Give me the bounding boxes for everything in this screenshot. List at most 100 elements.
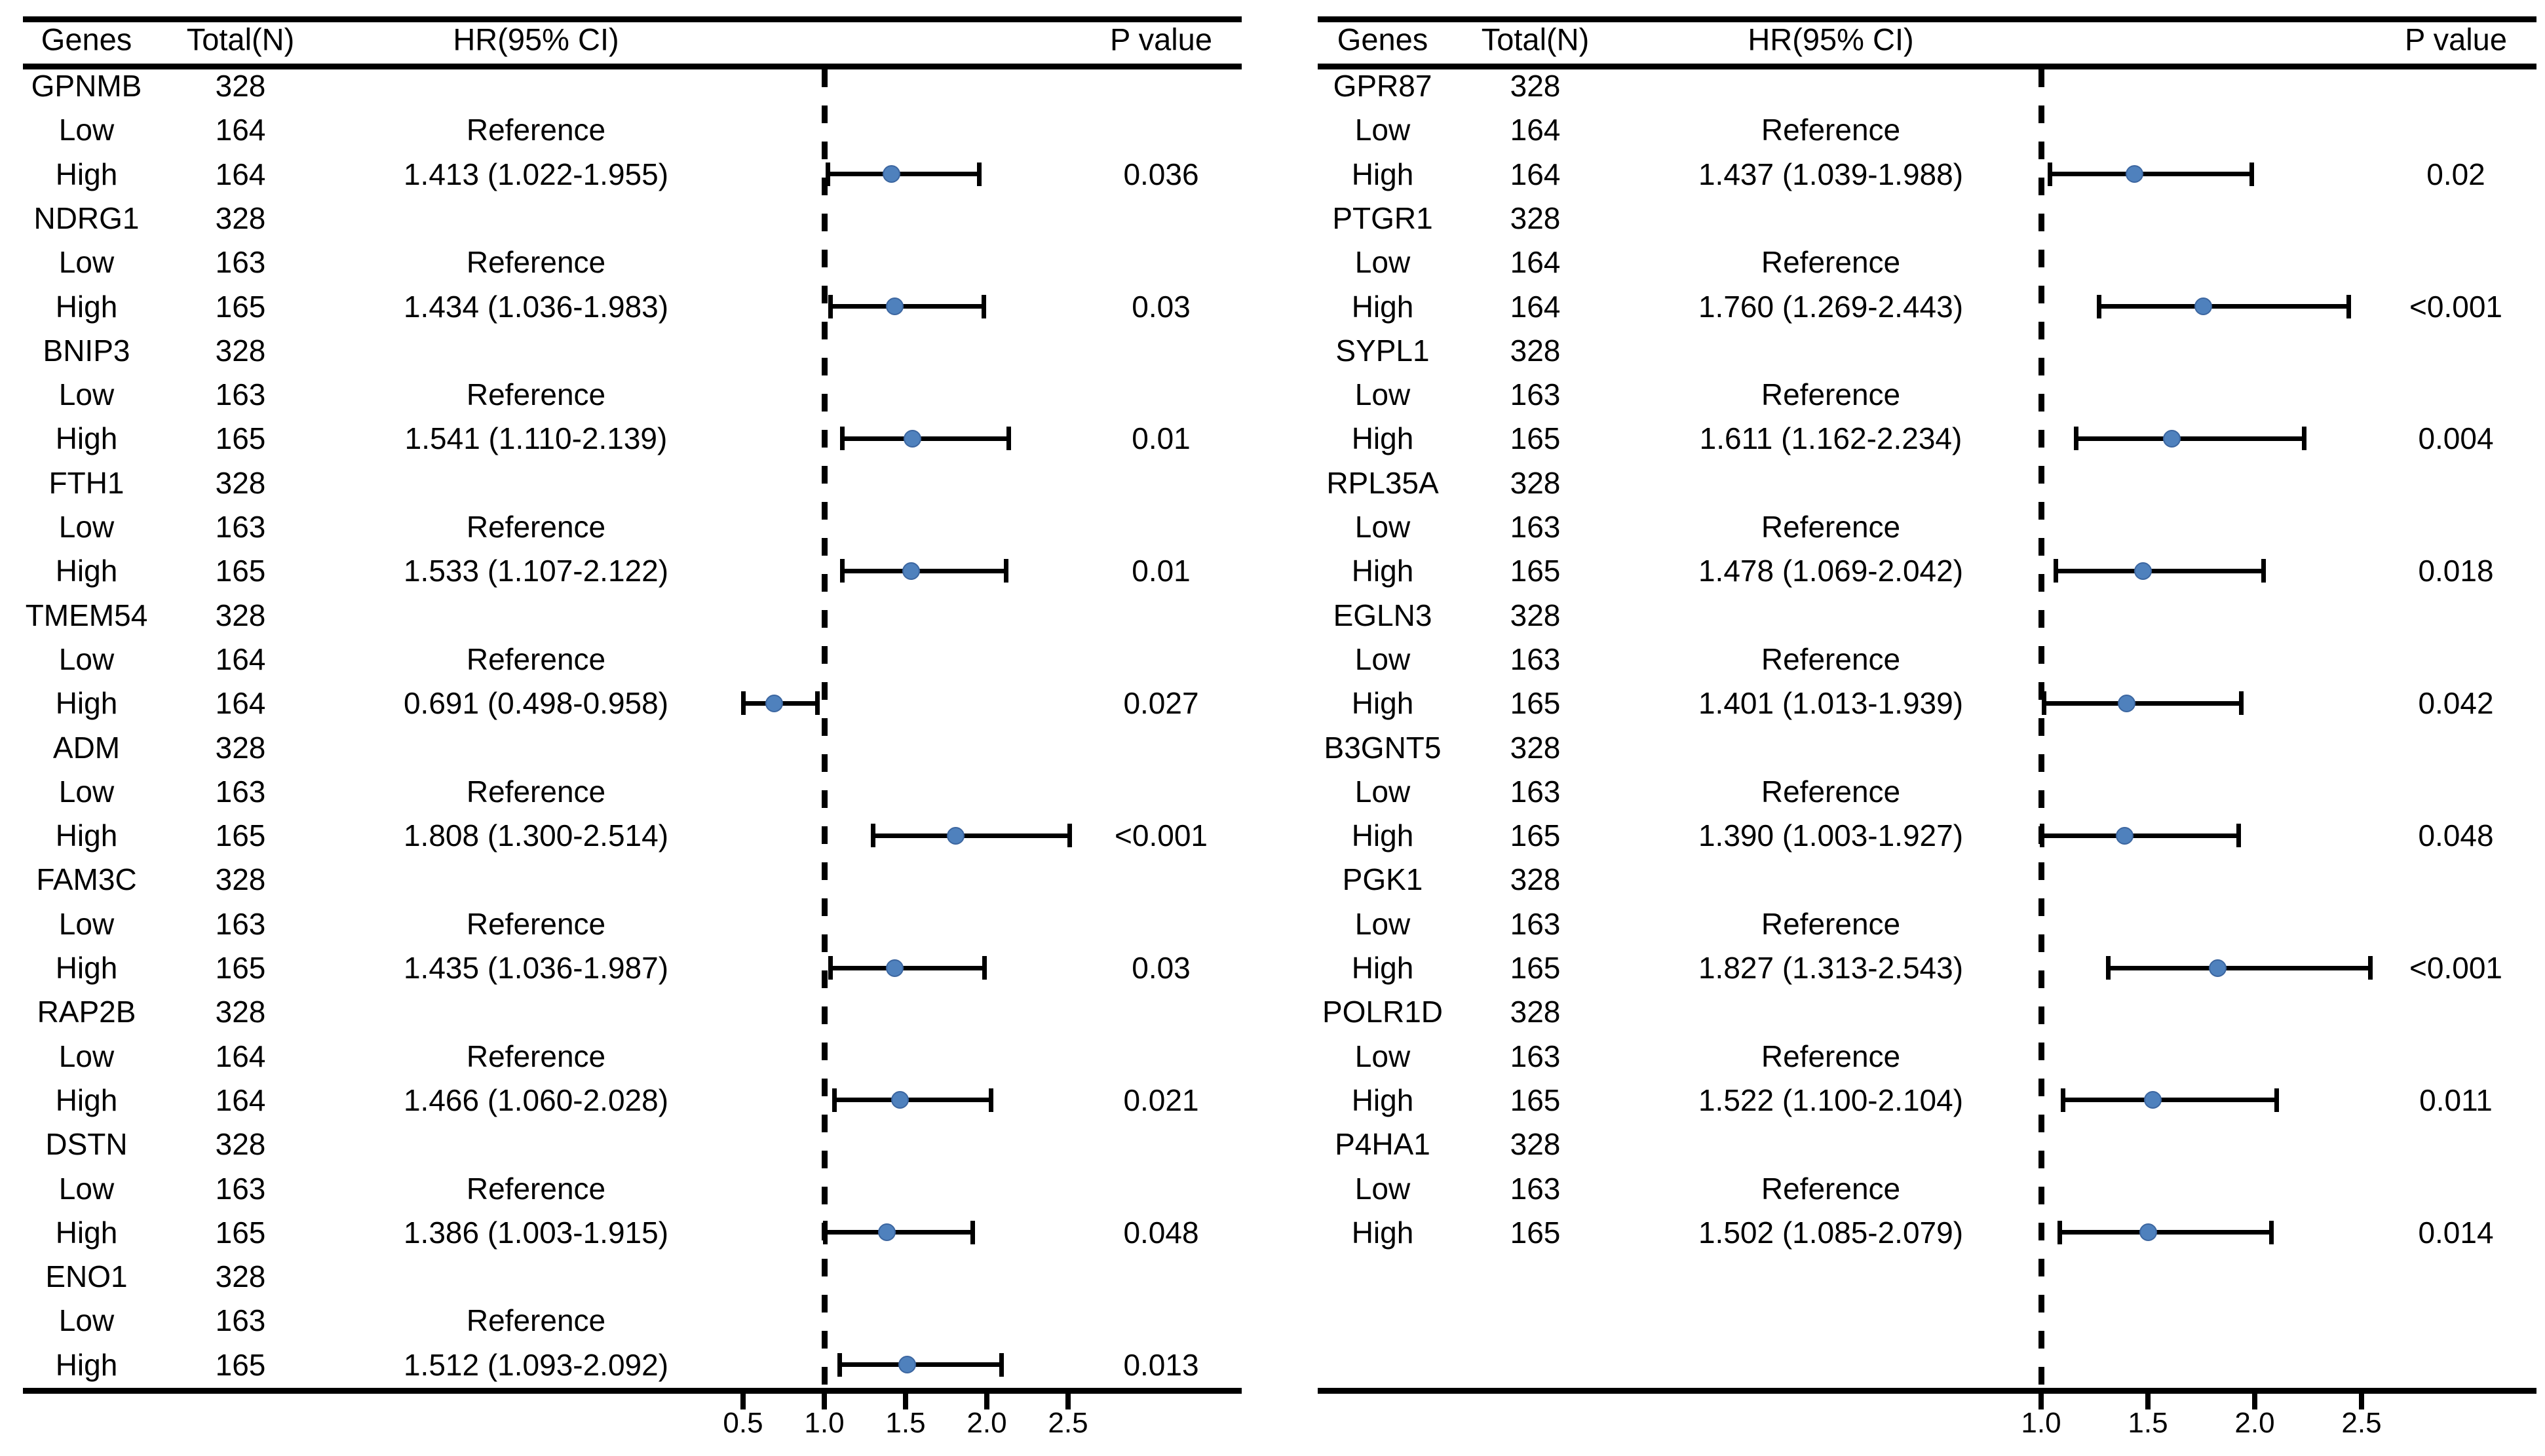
ci-cap-high — [2239, 691, 2244, 716]
gene-label: TMEM54 — [25, 598, 148, 632]
ci-cap-low — [837, 1352, 843, 1377]
gene-label: EGLN3 — [1333, 598, 1432, 632]
reference-line — [822, 69, 828, 1388]
p-value-label: 0.048 — [2418, 818, 2494, 853]
gene-label: Low — [58, 113, 115, 147]
gene-label: Low — [1354, 113, 1411, 147]
gene-label: High — [55, 1082, 118, 1117]
total-label: 164 — [215, 1039, 266, 1073]
hr-point-dot — [765, 694, 783, 712]
hr-ci-label: 1.611 (1.162-2.234) — [1699, 421, 1962, 456]
gene-label: Low — [1354, 510, 1411, 544]
hr-ci-label: Reference — [466, 113, 606, 147]
ci-cap-low — [828, 294, 833, 318]
total-label: 165 — [1510, 421, 1561, 456]
hr-ci-label: 0.691 (0.498-0.958) — [403, 686, 669, 721]
ci-error-bar — [2041, 833, 2240, 838]
total-label: 164 — [215, 157, 266, 191]
hr-point-dot — [2115, 826, 2134, 845]
total-label: 328 — [1510, 730, 1561, 765]
axis-tick-label: 1.0 — [804, 1407, 845, 1439]
axis-tick — [1065, 1394, 1071, 1409]
p-value-label: 0.02 — [2426, 157, 2485, 191]
axis-tick-label: 1.5 — [885, 1407, 926, 1439]
axis-tick — [2252, 1394, 2257, 1409]
hr-ci-label: 1.512 (1.093-2.092) — [403, 1347, 669, 1382]
ci-cap-high — [2268, 1220, 2274, 1244]
total-label: 163 — [1510, 774, 1561, 809]
total-label: 328 — [1510, 201, 1561, 235]
gene-label: High — [55, 289, 118, 324]
axis-tick-label: 1.5 — [2128, 1407, 2168, 1439]
hr-point-dot — [882, 165, 900, 183]
gene-label: High — [55, 421, 118, 456]
axis-line — [23, 1388, 1242, 1394]
gene-label: High — [1351, 421, 1414, 456]
gene-label: High — [1351, 686, 1414, 721]
gene-label: High — [55, 686, 118, 721]
hr-ci-label: 1.413 (1.022-1.955) — [403, 157, 669, 191]
p-value-label: 0.048 — [1123, 1215, 1199, 1250]
ci-error-bar — [841, 568, 1007, 573]
gene-label: B3GNT5 — [1324, 730, 1442, 765]
column-header-genes: Genes — [1337, 22, 1428, 57]
total-label: 328 — [1510, 862, 1561, 897]
total-label: 328 — [215, 598, 266, 632]
hr-ci-label: 1.386 (1.003-1.915) — [403, 1215, 669, 1250]
gene-label: Low — [58, 245, 115, 280]
ci-error-bar — [2056, 568, 2264, 573]
hr-ci-label: Reference — [1761, 774, 1901, 809]
ci-error-bar — [2059, 1230, 2272, 1235]
ci-cap-high — [981, 294, 986, 318]
gene-label: P4HA1 — [1335, 1127, 1430, 1162]
column-header-total: Total(N) — [1481, 22, 1590, 57]
p-value-label: 0.027 — [1123, 686, 1199, 721]
gene-label: High — [1351, 157, 1414, 191]
total-label: 164 — [1510, 245, 1561, 280]
hr-point-dot — [946, 826, 965, 845]
total-label: 164 — [1510, 289, 1561, 324]
gene-label: Low — [58, 1039, 115, 1073]
gene-label: Low — [1354, 1171, 1411, 1206]
gene-label: Low — [1354, 906, 1411, 941]
total-label: 165 — [1510, 686, 1561, 721]
ci-error-bar — [873, 833, 1071, 838]
ci-cap-low — [2096, 294, 2101, 318]
ci-error-bar — [830, 304, 984, 309]
gene-label: FTH1 — [48, 465, 124, 500]
ci-cap-low — [2054, 559, 2059, 583]
p-value-label: 0.013 — [1123, 1347, 1199, 1382]
ci-cap-high — [982, 956, 987, 980]
total-label: 165 — [215, 554, 266, 588]
hr-ci-label: Reference — [466, 774, 606, 809]
hr-ci-label: 1.541 (1.110-2.139) — [404, 421, 668, 456]
gene-label: High — [1351, 554, 1414, 588]
ci-cap-high — [1067, 824, 1073, 848]
ci-error-bar — [2098, 304, 2350, 309]
gene-label: High — [55, 951, 118, 985]
ci-error-bar — [2044, 700, 2242, 706]
ci-cap-low — [832, 1088, 837, 1112]
gene-label: Low — [58, 642, 115, 676]
gene-label: High — [55, 157, 118, 191]
hr-ci-label: 1.827 (1.313-2.543) — [1698, 951, 1964, 985]
total-label: 328 — [215, 730, 266, 765]
axis-tick — [984, 1394, 989, 1409]
total-label: 163 — [215, 245, 266, 280]
p-value-label: 0.014 — [2418, 1215, 2494, 1250]
gene-label: ADM — [52, 730, 121, 765]
hr-ci-label: Reference — [466, 377, 606, 412]
ci-cap-high — [2368, 956, 2373, 980]
hr-point-dot — [2162, 429, 2181, 448]
total-label: 164 — [215, 686, 266, 721]
hr-ci-label: 1.522 (1.100-2.104) — [1698, 1082, 1964, 1117]
hr-point-dot — [886, 297, 904, 315]
gene-label: High — [55, 818, 118, 853]
ci-cap-low — [871, 824, 876, 848]
total-label: 163 — [215, 1303, 266, 1338]
axis-tick — [740, 1394, 746, 1409]
total-label: 165 — [215, 951, 266, 985]
gene-label: POLR1D — [1322, 995, 1444, 1029]
gene-label: Low — [1354, 642, 1411, 676]
column-header-total: Total(N) — [186, 22, 295, 57]
